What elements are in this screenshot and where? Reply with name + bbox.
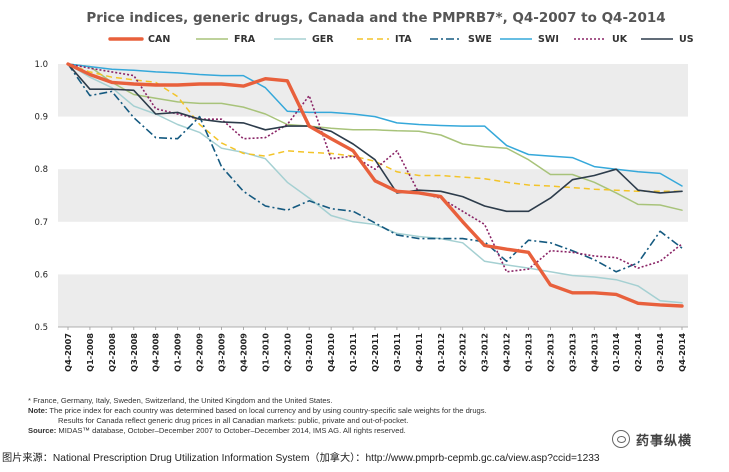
chart-notes: * France, Germany, Italy, Sweden, Switze…: [28, 396, 718, 436]
x-tick-label: Q1-2009: [173, 333, 183, 372]
legend: CAN FRA GER ITA SWE SWI UK US: [108, 34, 694, 45]
y-tick-label: 0.8: [34, 165, 48, 175]
legend-item-ita: ITA: [357, 34, 412, 45]
wechat-icon: [612, 430, 630, 448]
note-text: The price index for each country was det…: [49, 406, 487, 415]
grid-band: [58, 274, 688, 327]
series-line-swe: [67, 63, 683, 273]
legend-label: SWI: [538, 34, 559, 45]
y-tick-label: 0.9: [34, 113, 48, 123]
legend-item-can: CAN: [108, 34, 170, 45]
x-tick-label: Q2-2014: [633, 333, 643, 372]
series-line-fra: [67, 63, 683, 211]
x-tick-label: Q1-2010: [260, 333, 270, 372]
series-line-can: [66, 62, 684, 308]
footnote: * France, Germany, Italy, Sweden, Switze…: [28, 396, 333, 405]
x-tick-label: Q4-2007: [63, 333, 73, 372]
chart-title: Price indices, generic drugs, Canada and…: [86, 10, 665, 26]
x-tick-label: Q4-2008: [151, 333, 161, 372]
series-line-us: [67, 63, 683, 213]
x-tick-label: Q1-2011: [348, 333, 358, 372]
x-tick-label: Q4-2010: [326, 333, 336, 372]
image-source-bar: 图片来源：National Prescription Drug Utilizat…: [0, 449, 729, 464]
source-text: MIDAS™ database, October–December 2007 t…: [58, 426, 406, 435]
x-tick-label: Q4-2013: [589, 333, 599, 372]
x-tick-label: Q1-2014: [611, 333, 621, 372]
legend-label: US: [679, 34, 694, 45]
legend-label: ITA: [395, 34, 412, 45]
legend-item-ger: GER: [274, 34, 334, 45]
x-tick-label: Q3-2011: [392, 333, 402, 372]
x-tick-label: Q4-2012: [502, 333, 512, 372]
legend-item-fra: FRA: [196, 34, 256, 45]
x-tick-label: Q2-2010: [282, 333, 292, 372]
x-tick-label: Q4-2014: [677, 333, 687, 372]
note-label: Note:: [28, 406, 48, 415]
series-line-swi: [67, 63, 683, 187]
x-tick-label: Q3-2013: [567, 333, 577, 372]
x-tick-label: Q1-2012: [436, 333, 446, 372]
y-tick-label: 0.5: [34, 323, 48, 333]
x-tick-label: Q1-2008: [85, 333, 95, 372]
x-tick-label: Q2-2009: [195, 333, 205, 372]
source-line: Source: MIDAS™ database, October–Decembe…: [28, 426, 718, 436]
legend-item-us: US: [641, 34, 694, 45]
x-tick-label: Q3-2009: [217, 333, 227, 372]
x-tick-label: Q3-2008: [129, 333, 139, 372]
legend-item-uk: UK: [574, 34, 628, 45]
image-source-text: 图片来源：National Prescription Drug Utilizat…: [2, 453, 600, 464]
x-tick-label: Q2-2013: [545, 333, 555, 372]
series-line-ita: [67, 63, 682, 193]
legend-item-swi: SWI: [500, 34, 559, 45]
chart: Price indices, generic drugs, Canada and…: [34, 10, 694, 372]
series-line-ger: [67, 63, 683, 304]
legend-label: UK: [612, 34, 628, 45]
x-tick-label: Q2-2008: [107, 333, 117, 372]
watermark: 药事纵横: [612, 428, 692, 450]
series-lines: [66, 62, 684, 308]
source-label: Source:: [28, 426, 57, 435]
y-tick-label: 1.0: [34, 60, 48, 70]
note-line: Note: The price index for each country w…: [28, 406, 718, 416]
legend-item-swe: SWE: [430, 34, 492, 45]
watermark-text: 药事纵横: [636, 432, 693, 448]
legend-label: FRA: [234, 34, 256, 45]
x-tick-label: Q4-2009: [238, 333, 248, 372]
x-tick-label: Q2-2012: [458, 333, 468, 372]
note-line-2: Results for Canada reflect generic drug …: [58, 416, 409, 425]
y-tick-label: 0.6: [34, 270, 48, 280]
x-tick-label: Q4-2011: [414, 333, 424, 372]
legend-label: CAN: [148, 34, 170, 45]
plot-bands: [58, 64, 688, 327]
x-axis: Q4-2007 Q1-2008 Q2-2008 Q3-2008 Q4-2008 Q1-20…: [58, 326, 688, 372]
x-tick-label: Q3-2012: [480, 333, 490, 372]
legend-label: SWE: [468, 34, 492, 45]
x-tick-label: Q3-2014: [655, 333, 665, 372]
x-tick-label: Q2-2011: [370, 333, 380, 372]
y-axis: 1.0 0.9 0.8 0.7 0.6 0.5: [34, 60, 48, 333]
x-tick-label: Q3-2010: [304, 333, 314, 372]
x-tick-label: Q1-2013: [524, 333, 534, 372]
y-tick-label: 0.7: [34, 218, 48, 228]
legend-label: GER: [312, 34, 334, 45]
